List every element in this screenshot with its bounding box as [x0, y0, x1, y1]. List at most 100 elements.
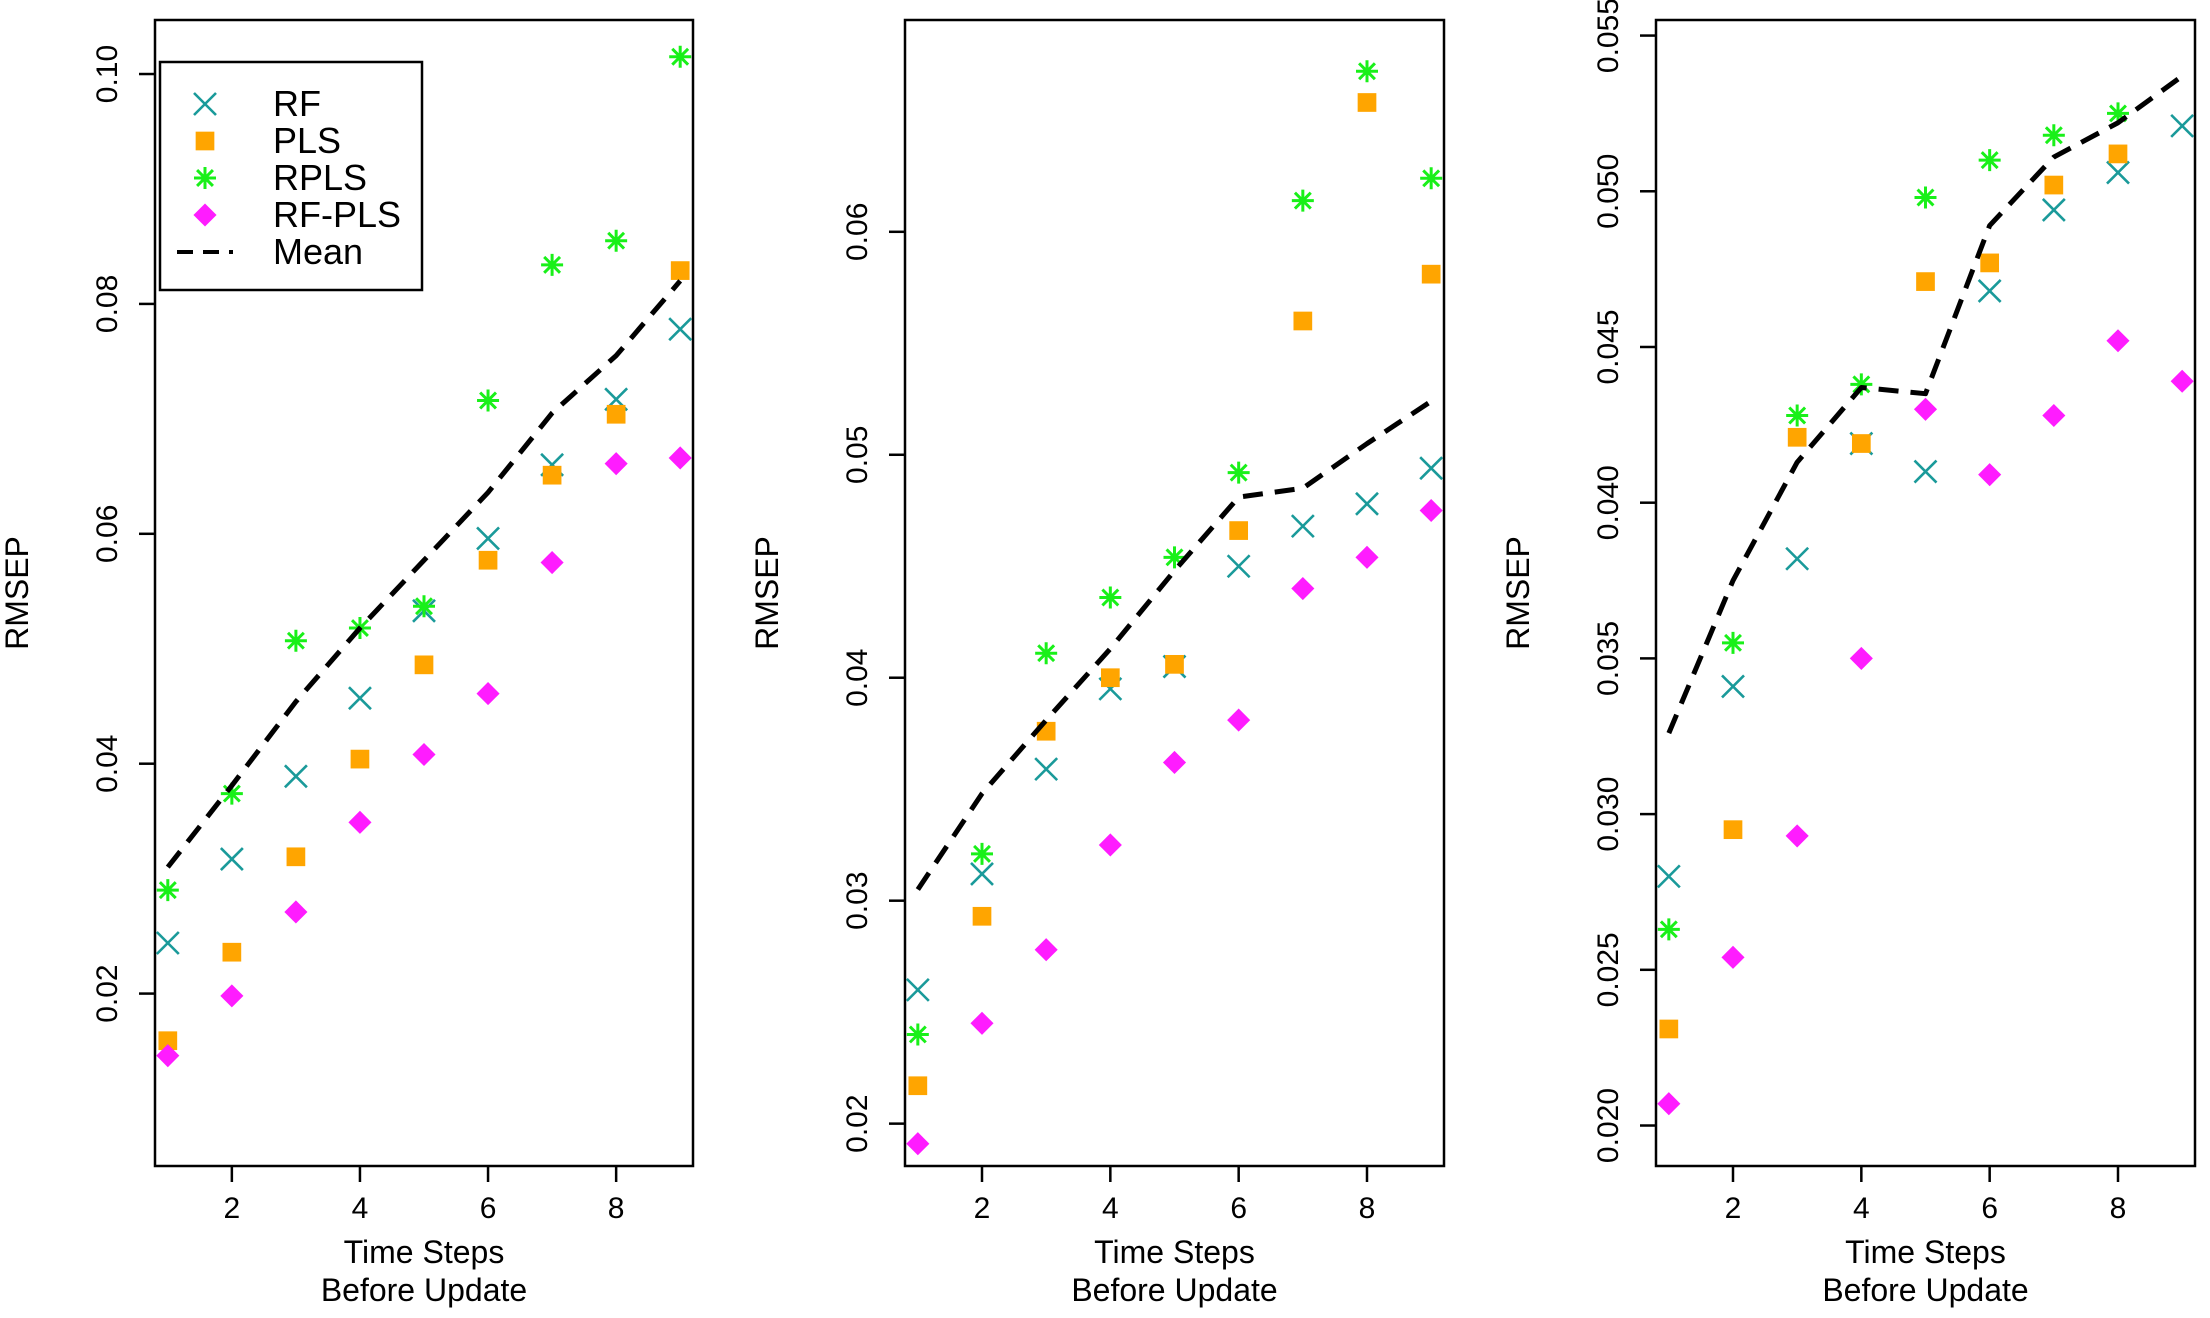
series-rpls	[906, 60, 1443, 1046]
point-rpls	[971, 842, 993, 865]
y-tick-label: 0.08	[91, 275, 124, 333]
legend-marker	[193, 92, 217, 116]
point-rf	[2041, 198, 2066, 222]
y-tick-label: 0.02	[91, 964, 124, 1022]
point-rf-pls	[540, 550, 564, 575]
series-rf-pls	[1657, 329, 2194, 1116]
point-rpls	[605, 229, 628, 252]
point-rpls	[413, 595, 435, 618]
point-pls	[1723, 820, 1743, 840]
point-rf-pls	[1291, 576, 1315, 601]
y-axis-title: RMSEP	[0, 536, 35, 650]
x-tick-label: 6	[1981, 1192, 1998, 1225]
point-pls	[1851, 434, 1871, 453]
legend-label: RF	[273, 83, 321, 124]
x-tick-label: 2	[974, 1192, 991, 1225]
point-rf-pls	[476, 682, 500, 706]
point-rf-pls	[220, 984, 244, 1008]
x-axis-title: Time Steps Before Update	[1822, 1234, 2028, 1308]
x-tick-label: 4	[1102, 1192, 1119, 1225]
point-rpls	[2042, 124, 2065, 147]
point-pls	[2044, 175, 2064, 195]
point-rf-pls	[1034, 938, 1058, 962]
point-rf	[1721, 674, 1745, 699]
series-rpls	[1657, 102, 2129, 941]
y-tick-label: 0.10	[91, 45, 124, 103]
plot-frame	[153, 18, 695, 1168]
point-rpls	[906, 1023, 929, 1046]
point-rf	[2170, 113, 2195, 138]
y-tick-label: 0.035	[1592, 621, 1625, 696]
y-tick-label: 0.05	[841, 426, 874, 484]
x-tick-label: 8	[2110, 1192, 2127, 1225]
series-rf-pls	[156, 446, 692, 1068]
series-pls	[158, 261, 690, 1051]
point-rf-pls	[2170, 369, 2194, 393]
point-pls	[1229, 521, 1249, 540]
point-pls	[2108, 144, 2128, 164]
y-tick-label: 0.06	[841, 203, 874, 261]
point-rf	[1977, 279, 2002, 303]
point-pls	[1659, 1019, 1679, 1039]
point-rpls	[1291, 189, 1314, 212]
point-rf	[970, 862, 994, 886]
point-rf	[283, 764, 308, 789]
point-rf	[905, 977, 930, 1002]
point-rf	[668, 317, 693, 342]
y-tick-label: 0.06	[91, 505, 124, 563]
point-rf	[1355, 491, 1379, 516]
x-tick-label: 8	[1359, 1192, 1376, 1225]
point-pls	[670, 261, 690, 280]
point-rf-pls	[906, 1132, 930, 1156]
point-pls	[972, 906, 992, 926]
point-rpls	[1356, 60, 1378, 83]
point-rf	[1034, 757, 1059, 782]
y-tick-label: 0.055	[1592, 0, 1625, 73]
y-tick-label: 0.030	[1592, 777, 1625, 852]
legend-marker	[194, 167, 216, 189]
point-rf	[2106, 160, 2130, 185]
legend-marker	[195, 131, 215, 151]
series-mean	[165, 279, 683, 869]
point-pls	[1980, 253, 2000, 273]
point-pls	[1357, 93, 1377, 112]
series-mean	[915, 399, 1433, 891]
point-rpls	[1227, 461, 1250, 484]
point-pls	[1100, 668, 1120, 688]
x-tick-label: 4	[352, 1192, 369, 1225]
point-pls	[1421, 264, 1441, 284]
point-pls	[606, 404, 626, 424]
y-tick-label: 0.050	[1592, 154, 1625, 229]
x-tick-label: 4	[1853, 1192, 1870, 1225]
point-rf	[348, 686, 372, 711]
point-pls	[478, 550, 498, 570]
series-pls	[908, 93, 1441, 1096]
point-rf-pls	[156, 1044, 180, 1068]
point-pls	[1787, 427, 1807, 447]
point-pls	[350, 749, 370, 769]
point-rf-pls	[1227, 708, 1251, 732]
point-rf-pls	[668, 446, 692, 470]
legend-item: Mean	[177, 231, 363, 272]
y-axis-title: RMSEP	[1500, 536, 1536, 650]
point-rf-pls	[1978, 463, 2002, 487]
point-rpls	[1657, 918, 1680, 941]
legend-label: RF-PLS	[273, 194, 401, 235]
point-rf	[1290, 514, 1315, 539]
point-rf	[1226, 554, 1251, 579]
y-tick-label: 0.020	[1592, 1088, 1625, 1163]
series-mean	[1666, 74, 2184, 735]
legend-item: RPLS	[194, 157, 367, 198]
series-rf	[1656, 113, 2195, 889]
point-rf-pls	[1721, 945, 1745, 969]
point-rf	[155, 931, 180, 955]
legend-marker	[193, 203, 217, 227]
point-rpls	[1722, 631, 1744, 654]
series-rf-pls	[906, 498, 1443, 1156]
x-axis-title: Time Steps Before Update	[1071, 1234, 1277, 1308]
point-rf	[1913, 459, 1938, 484]
x-axis-title: Time Steps Before Update	[321, 1234, 527, 1308]
legend-item: RF-PLS	[193, 194, 401, 235]
